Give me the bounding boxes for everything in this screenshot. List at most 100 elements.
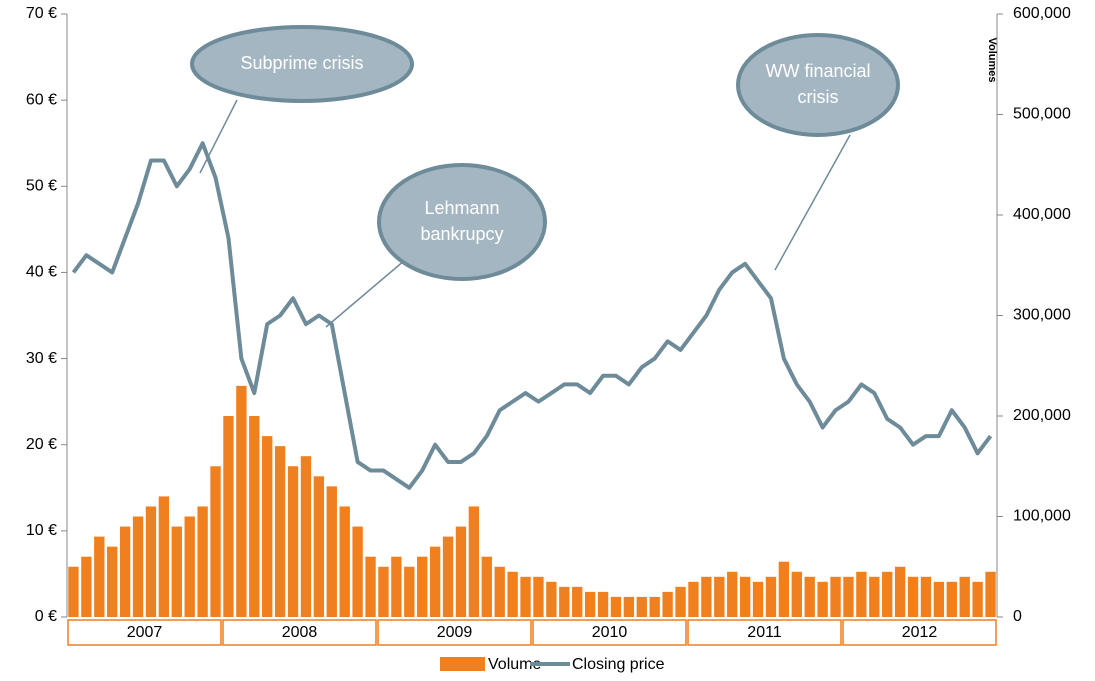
volume-bar [274, 446, 286, 617]
volume-bar [959, 576, 970, 617]
volume-bar [727, 571, 738, 617]
volume-bar [417, 556, 428, 617]
volume-bar [778, 561, 790, 617]
volume-bar [830, 576, 841, 617]
volume-bar [739, 576, 751, 617]
volume-bar [249, 416, 260, 617]
y-tick-label: 40 € [26, 264, 57, 281]
volume-bar [94, 536, 105, 617]
volume-bar [610, 596, 622, 617]
volume-bar [119, 526, 131, 617]
year-box [222, 619, 377, 646]
volume-bar [623, 596, 635, 617]
volume-bar [636, 596, 647, 617]
volume-bar [843, 576, 854, 617]
legend-label: Closing price [572, 656, 665, 673]
x-tick-label: 2012 [902, 624, 938, 641]
x-tick-label: 2011 [747, 624, 782, 641]
legend-label: Volume [488, 656, 541, 673]
volume-bar [391, 556, 402, 617]
volume-bar [533, 576, 544, 617]
volume-bar [429, 546, 441, 617]
volume-bar [197, 506, 208, 617]
volume-bar [882, 571, 893, 617]
year-box [67, 619, 222, 646]
y-tick-label: 0 € [35, 608, 57, 625]
y2-tick-label: 400,000 [1013, 206, 1071, 223]
annotation: Lehmann bankrupcy [420, 198, 503, 244]
y2-tick-label: 200,000 [1013, 407, 1071, 424]
volume-bar [559, 586, 570, 617]
volume-bar [675, 586, 686, 617]
volume-bar [804, 576, 815, 617]
volume-bar [287, 466, 299, 617]
y-tick-label: 10 € [26, 522, 57, 539]
y-tick-label: 30 € [26, 350, 57, 367]
volume-bar [572, 586, 583, 617]
volume-bar [649, 596, 660, 617]
x-tick-label: 2008 [282, 624, 318, 641]
y2-axis-label: Volumes [986, 37, 998, 82]
y2-tick-label: 600,000 [1013, 5, 1071, 22]
volume-bar [662, 591, 673, 617]
volume-bar [688, 581, 699, 617]
volume-bar [158, 496, 170, 617]
volume-bar [210, 466, 221, 617]
y2-tick-label: 100,000 [1013, 508, 1071, 525]
volume-bar [894, 566, 906, 617]
volume-bar [68, 566, 79, 617]
volume-bar [907, 576, 919, 617]
volume-bar [791, 571, 802, 617]
volume-bar [404, 566, 415, 617]
volume-bar [584, 591, 596, 617]
price-line [71, 141, 993, 490]
volume-bar [985, 571, 996, 617]
y-tick-label: 60 € [26, 91, 57, 108]
volume-bar [752, 581, 764, 617]
volume-bar [933, 581, 945, 617]
annotation: WW financial crisis [765, 61, 870, 107]
volume-bar [236, 385, 247, 617]
volume-bar [494, 566, 505, 617]
volume-bar [352, 526, 363, 617]
y2-tick-label: 500,000 [1013, 106, 1071, 123]
volume-bar [507, 571, 518, 617]
y-tick-label: 50 € [26, 178, 57, 195]
volume-bar [171, 526, 182, 617]
volume-bar [184, 516, 195, 617]
year-box [532, 619, 687, 646]
volume-bar [701, 576, 712, 617]
volume-bar [546, 581, 557, 617]
volume-bar [972, 581, 983, 617]
year-box [842, 619, 997, 646]
volume-bar [300, 456, 312, 617]
volume-bar [313, 476, 325, 617]
annotation: Subprime crisis [240, 53, 363, 73]
volume-bar [920, 576, 932, 617]
volume-bar [262, 436, 273, 617]
volume-bar [442, 536, 454, 617]
volume-bar [481, 556, 492, 617]
annotations: Subprime crisis Lehmann bankrupcy WW financ… [190, 25, 900, 328]
volume-bar [856, 571, 867, 617]
y-tick-label: 20 € [26, 436, 57, 453]
y-tick-label: 70 € [26, 5, 57, 22]
volume-bar [714, 576, 725, 617]
volume-bar [132, 516, 144, 617]
x-tick-label: 2010 [592, 624, 628, 641]
volume-bar [378, 566, 389, 617]
y2-tick-label: 0 [1013, 608, 1022, 625]
volume-bar [468, 506, 480, 617]
y2-tick-label: 300,000 [1013, 307, 1071, 324]
volume-bar [339, 506, 350, 617]
volume-bar [145, 506, 157, 617]
volume-bar [365, 556, 376, 617]
year-box [377, 619, 532, 646]
volume-bar [81, 556, 92, 617]
volume-bar [765, 576, 777, 617]
volume-bar [520, 576, 531, 617]
x-tick-label: 2009 [437, 624, 473, 641]
volume-bar [455, 526, 467, 617]
volume-bar [326, 486, 337, 617]
